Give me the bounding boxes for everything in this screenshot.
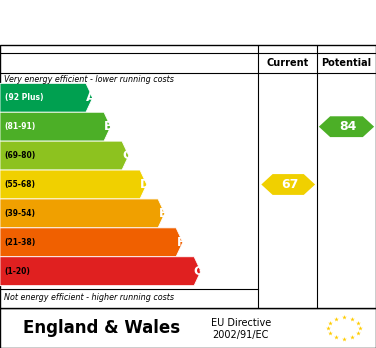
Text: England & Wales: England & Wales — [23, 319, 180, 337]
Polygon shape — [0, 112, 111, 141]
Polygon shape — [0, 83, 93, 112]
Text: 67: 67 — [281, 178, 299, 191]
Text: B: B — [104, 120, 114, 133]
Text: C: C — [122, 149, 131, 162]
Polygon shape — [0, 141, 129, 170]
Text: (1-20): (1-20) — [5, 267, 30, 276]
Text: EU Directive: EU Directive — [211, 318, 271, 328]
Text: (92 Plus): (92 Plus) — [5, 93, 43, 102]
Text: 84: 84 — [340, 120, 357, 133]
Text: Energy Efficiency Rating: Energy Efficiency Rating — [64, 14, 312, 32]
Text: Current: Current — [266, 58, 308, 68]
Text: (81-91): (81-91) — [5, 122, 36, 131]
Text: 2002/91/EC: 2002/91/EC — [212, 330, 269, 340]
Text: G: G — [194, 265, 204, 278]
Text: Very energy efficient - lower running costs: Very energy efficient - lower running co… — [4, 76, 174, 85]
Text: (39-54): (39-54) — [5, 209, 35, 218]
Polygon shape — [0, 199, 165, 228]
Text: A: A — [86, 91, 96, 104]
Text: D: D — [139, 178, 150, 191]
Text: E: E — [159, 207, 167, 220]
Polygon shape — [319, 116, 374, 137]
Text: Not energy efficient - higher running costs: Not energy efficient - higher running co… — [4, 293, 174, 302]
Text: (55-68): (55-68) — [5, 180, 35, 189]
Polygon shape — [0, 170, 147, 199]
Text: F: F — [177, 236, 185, 249]
Text: (69-80): (69-80) — [5, 151, 36, 160]
Polygon shape — [261, 174, 315, 195]
Polygon shape — [0, 257, 201, 286]
Polygon shape — [0, 228, 183, 257]
Text: (21-38): (21-38) — [5, 238, 36, 247]
Text: Potential: Potential — [321, 58, 371, 68]
